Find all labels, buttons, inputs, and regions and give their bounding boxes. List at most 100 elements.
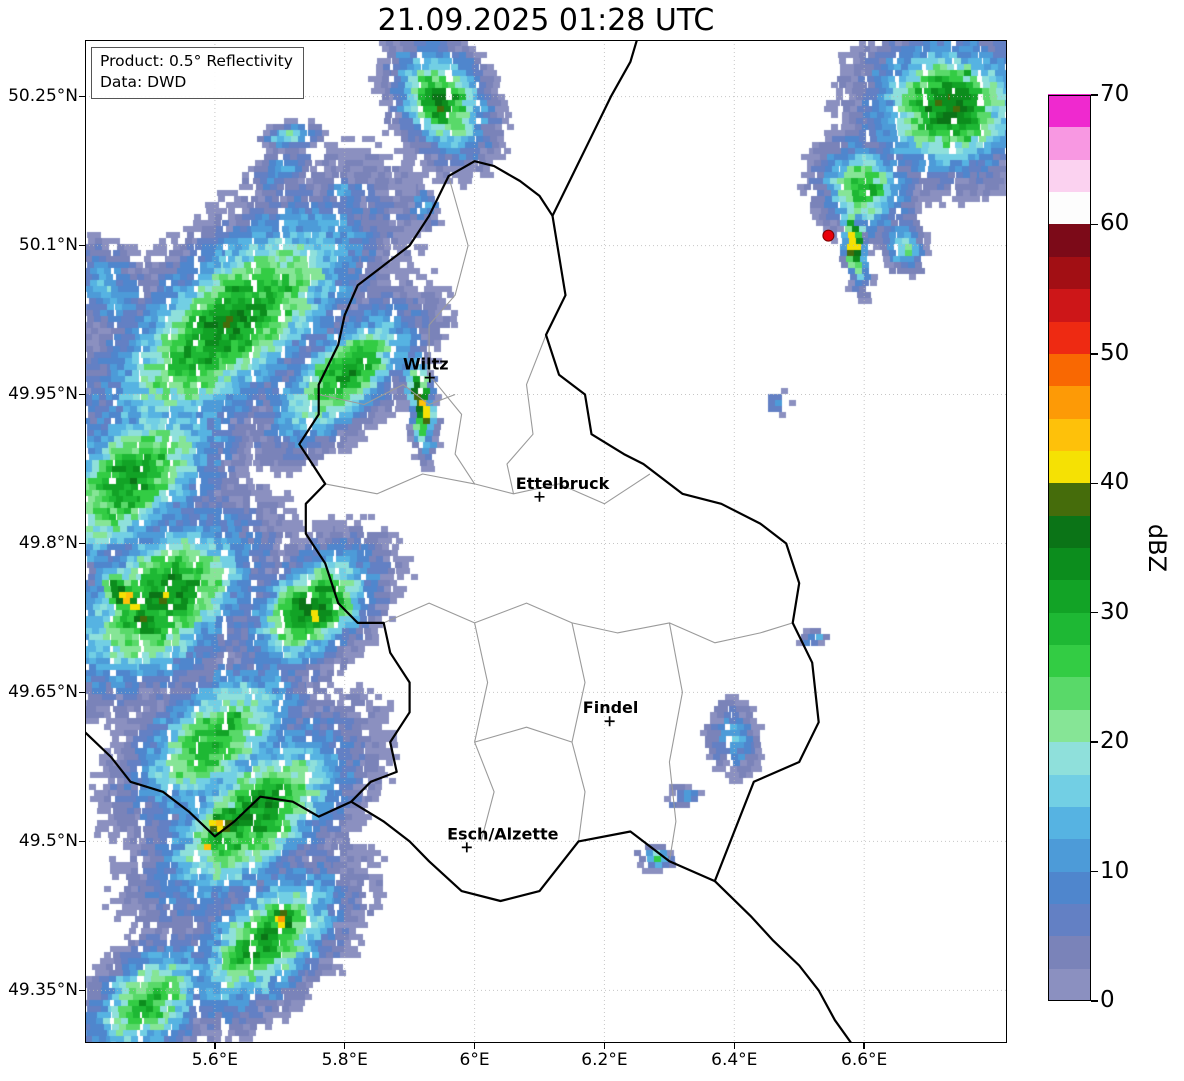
colorbar-tick-mark [1091, 482, 1098, 485]
map-plot: Wiltz Ettelbruck Findel Esch/Alzette Produc… [85, 40, 1007, 1043]
colorbar-segment [1048, 256, 1091, 290]
x-tick-label: 6.6°E [841, 1050, 888, 1070]
colorbar-segment [1048, 870, 1091, 904]
product-info-box: Product: 0.5° Reflectivity Data: DWD [91, 47, 304, 99]
map-overlay-layer: Wiltz Ettelbruck Findel Esch/Alzette [85, 40, 1007, 1043]
colorbar-segment [1048, 385, 1091, 419]
colorbar-segment [1048, 709, 1091, 743]
colorbar-segment [1048, 353, 1091, 387]
district-border [668, 622, 683, 862]
colorbar-segment [1048, 903, 1091, 937]
district-border [383, 602, 793, 644]
y-tick-label: 49.5°N [18, 830, 78, 851]
district-border [506, 334, 547, 494]
y-tick-mark [79, 244, 85, 247]
colorbar-segment [1048, 159, 1091, 193]
colorbar-tick-mark [1091, 611, 1098, 614]
colorbar-tick-label: 10 [1100, 857, 1130, 884]
colorbar-segment [1048, 450, 1091, 484]
colorbar-segment [1048, 223, 1091, 257]
y-tick-label: 49.95°N [8, 384, 78, 405]
colorbar-tick-mark [1091, 870, 1098, 873]
colorbar-segment [1048, 126, 1091, 160]
y-tick-mark [79, 393, 85, 396]
colorbar-tick-mark [1091, 741, 1098, 743]
y-tick-mark [79, 542, 85, 545]
colorbar-tick-label: 70 [1100, 81, 1130, 107]
x-tick-label: 5.8°E [321, 1050, 368, 1070]
colorbar-segment [1048, 968, 1091, 1001]
district-border [325, 473, 651, 505]
y-tick-label: 50.25°N [8, 86, 78, 107]
colorbar-segment [1048, 288, 1091, 322]
colorbar-frame [1048, 95, 1091, 1001]
colorbar-tick-label: 60 [1100, 210, 1130, 237]
product-label: Product: 0.5° Reflectivity [100, 52, 293, 70]
y-tick-label: 49.8°N [18, 532, 78, 553]
colorbar-segment [1048, 191, 1091, 225]
y-tick-label: 49.35°N [8, 979, 78, 1000]
station-marker-dot [822, 229, 835, 242]
colorbar-segment [1048, 676, 1091, 710]
x-tick-mark [603, 1043, 606, 1049]
country-border [298, 160, 820, 903]
colorbar-segment [1048, 612, 1091, 646]
x-tick-mark [473, 1043, 476, 1049]
city-label: Wiltz [403, 355, 449, 374]
colorbar-segment [1048, 515, 1091, 548]
colorbar-segment [1048, 806, 1091, 840]
city-label: Findel [583, 698, 639, 717]
colorbar [1048, 94, 1091, 1001]
colorbar-segment [1048, 482, 1091, 516]
colorbar-segment [1048, 417, 1091, 451]
colorbar-tick-mark [1091, 94, 1098, 96]
colorbar-tick-label: 20 [1100, 728, 1130, 755]
city-marker-cross [604, 716, 615, 727]
colorbar-axis-label: dBZ [1143, 523, 1171, 573]
colorbar-segment [1048, 579, 1091, 613]
city-marker-cross [424, 372, 435, 383]
colorbar-segment [1048, 547, 1091, 581]
country-border [713, 880, 853, 1043]
country-border [85, 731, 353, 838]
x-tick-mark [863, 1043, 865, 1049]
colorbar-segment [1048, 838, 1091, 872]
city-marker-cross [461, 842, 472, 853]
data-source-label: Data: DWD [100, 72, 187, 91]
colorbar-tick-mark [1091, 1000, 1098, 1002]
district-border [474, 622, 495, 842]
x-tick-label: 6°E [459, 1050, 490, 1070]
x-tick-mark [343, 1043, 346, 1049]
colorbar-segment [1048, 320, 1091, 354]
city-label: Ettelbruck [516, 474, 610, 493]
colorbar-segment [1048, 94, 1091, 128]
city-marker-cross [534, 491, 545, 502]
page-title: 21.09.2025 01:28 UTC [377, 3, 715, 38]
colorbar-tick-label: 40 [1100, 469, 1130, 496]
x-tick-mark [214, 1043, 216, 1049]
x-tick-label: 6.2°E [581, 1050, 628, 1070]
y-tick-label: 50.1°N [18, 235, 78, 256]
colorbar-tick-label: 0 [1100, 987, 1115, 1013]
colorbar-tick-mark [1091, 353, 1098, 355]
colorbar-tick-label: 50 [1100, 339, 1130, 366]
district-border [428, 175, 476, 485]
y-tick-mark [79, 691, 85, 694]
y-tick-mark [79, 840, 85, 843]
district-border [474, 726, 573, 743]
y-tick-label: 49.65°N [8, 681, 78, 702]
colorbar-tick-label: 30 [1100, 598, 1130, 625]
x-tick-label: 5.6°E [191, 1050, 238, 1070]
colorbar-segment [1048, 773, 1091, 807]
colorbar-segment [1048, 935, 1091, 969]
colorbar-segment [1048, 644, 1091, 678]
x-tick-label: 6.4°E [711, 1050, 758, 1070]
colorbar-tick-mark [1091, 223, 1098, 226]
y-tick-mark [79, 95, 85, 98]
colorbar-segment [1048, 741, 1091, 775]
district-border [571, 622, 586, 842]
city-label: Esch/Alzette [447, 824, 559, 843]
country-border [551, 40, 638, 217]
y-tick-mark [79, 989, 85, 992]
x-tick-mark [733, 1043, 736, 1049]
